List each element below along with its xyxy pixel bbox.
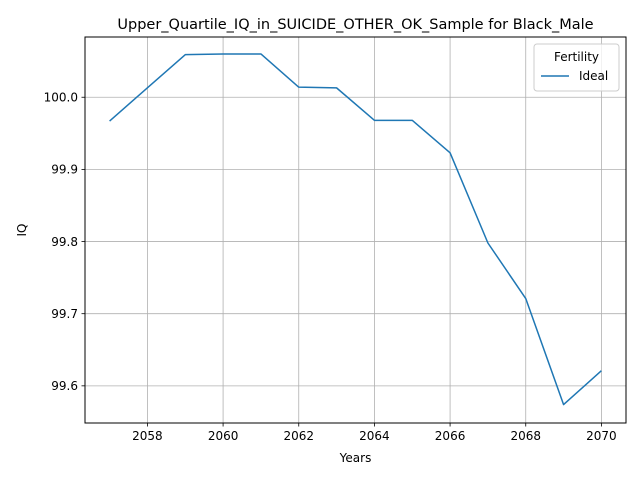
y-axis-ticks: 99.6 99.7 99.8 99.9 100.0	[44, 91, 85, 393]
y-tick-label: 99.9	[51, 163, 78, 177]
y-axis-label: IQ	[15, 224, 29, 237]
y-tick-label: 99.6	[51, 379, 78, 393]
x-tick-label: 2066	[435, 429, 466, 443]
legend: Fertility Ideal	[533, 43, 620, 92]
y-tick-label: 99.8	[51, 235, 78, 249]
x-tick-label: 2068	[510, 429, 541, 443]
series-layer	[109, 53, 602, 406]
x-tick-label: 2058	[132, 429, 163, 443]
x-axis-label: Years	[339, 451, 372, 465]
series-line-ideal	[109, 53, 602, 406]
x-tick-label: 2070	[586, 429, 617, 443]
x-tick-label: 2062	[283, 429, 314, 443]
y-tick-label: 100.0	[44, 91, 78, 105]
x-tick-label: 2060	[208, 429, 239, 443]
legend-title: Fertility	[554, 50, 599, 64]
legend-label-ideal: Ideal	[579, 69, 608, 83]
x-tick-label: 2064	[359, 429, 390, 443]
x-axis-ticks: 2058 2060 2062 2064 2066 2068 2070	[132, 423, 617, 443]
grid-lines	[85, 37, 626, 423]
chart-title: Upper_Quartile_IQ_in_SUICIDE_OTHER_OK_Sa…	[117, 17, 593, 33]
y-tick-label: 99.7	[51, 307, 78, 321]
plot-frame	[84, 36, 627, 424]
legend-box	[533, 43, 620, 92]
